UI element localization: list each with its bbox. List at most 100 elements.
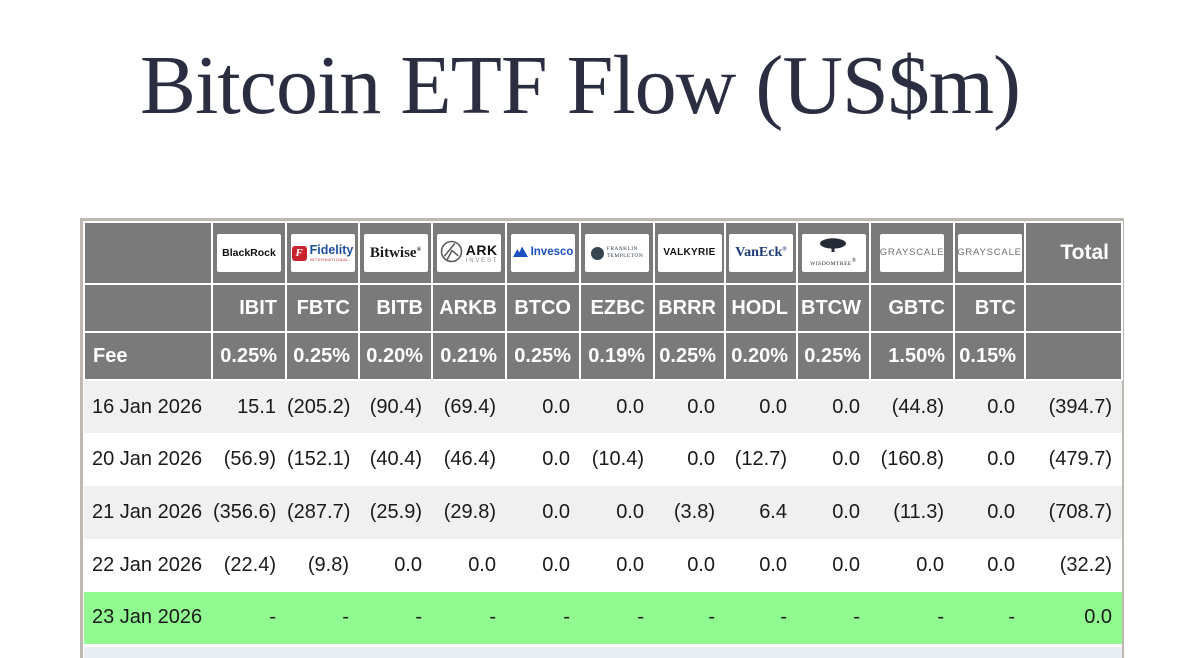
registered-mark: ® [782, 246, 787, 253]
logo-cell-brrr: VALKYRIE [653, 221, 726, 285]
fee-row-total-blank [1024, 331, 1123, 381]
logo-cell-bitb: Bitwise® [358, 221, 433, 285]
total-cell: (479.7) [1048, 448, 1112, 470]
total-cell: 0.0 [1084, 606, 1112, 629]
wisdomtree-logo-box: WISDOMTREE® [801, 234, 866, 272]
fee-cell-gbtc: 1.50% [869, 331, 955, 381]
ticker-row: IBIT FBTC BITB ARKB BTCO EZBC BRRR HODL BTCW GBTC… [83, 283, 1123, 333]
flow-cell-arkb: (69.4) [443, 395, 496, 418]
logo-cell-hodl: VanEck® [724, 221, 798, 285]
flow-cell-brrr: 0.0 [687, 554, 715, 576]
flow-cell-fbtc: (152.1) [287, 448, 351, 470]
ticker-cell-ibit: IBIT [211, 283, 287, 333]
wisdomtree-logo: WISDOMTREE® [810, 238, 857, 267]
flow-cell-hodl: 0.0 [759, 395, 787, 418]
flow-cell-bitb: (90.4) [369, 395, 422, 418]
page-title: Bitcoin ETF Flow (US$m) [139, 39, 1021, 132]
flow-cell-ezbc: 0.0 [616, 554, 644, 576]
logo-cell-arkb: ARK INVEST [431, 221, 507, 285]
partial-next-row-cell [84, 643, 1122, 658]
wisdomtree-wordmark: WISDOMTREE® [810, 258, 857, 268]
flow-cell-fbtc: - [342, 606, 349, 629]
ark-logo: ARK INVEST [440, 240, 498, 267]
blackrock-wordmark: BlackRock [222, 246, 276, 259]
flow-cell-arkb: (29.8) [443, 501, 496, 523]
flow-cell-gbtc: - [937, 606, 944, 629]
ticker-row-total-blank [1024, 283, 1123, 333]
provider-logo-row: BlackRock F Fidelity INTERNATIONAL Bitwise® A… [83, 221, 1123, 285]
flow-cell-bitb: (25.9) [369, 501, 422, 523]
grayscale-logo-box: GRAYSCALE [957, 234, 1022, 272]
flow-cell-ibit: - [269, 606, 276, 629]
vaneck-wordmark: VanEck® [735, 245, 787, 260]
date-cell: 23 Jan 2026 [92, 606, 203, 629]
flow-cell-gbtc: (160.8) [880, 448, 944, 470]
invesco-wordmark: Invesco [530, 246, 574, 259]
flow-cell-brrr: 0.0 [687, 395, 715, 418]
flow-row-20-jan-2026: 20 Jan 2026 (56.9) (152.1) (40.4) (46.4) 0.0 (… [84, 433, 1122, 486]
vaneck-logo-box: VanEck® [729, 234, 793, 272]
fidelity-wordmark: Fidelity [309, 243, 354, 258]
ticker-cell-btcw: BTCW [796, 283, 871, 333]
fee-cell-hodl: 0.20% [724, 331, 798, 381]
flow-cell-btc: 0.0 [987, 554, 1015, 576]
fee-cell-ezbc: 0.19% [579, 331, 655, 381]
flow-cell-btco: 0.0 [542, 501, 570, 523]
flow-cell-brrr: (3.8) [673, 501, 715, 523]
franklin-line: FRANKLIN [606, 245, 638, 252]
flow-cell-gbtc: 0.0 [916, 554, 944, 576]
flow-cell-gbtc: (11.3) [893, 501, 944, 523]
flow-cell-fbtc: (287.7) [287, 501, 351, 523]
wisdomtree-tree-icon [816, 238, 850, 257]
fid-col: Fidelity INTERNATIONAL [310, 244, 354, 262]
etf-table-body: BlackRock F Fidelity INTERNATIONAL Bitwise® A… [83, 221, 1123, 658]
ticker-cell-btc: BTC [953, 283, 1026, 333]
grayscale-logo-box: GRAYSCALE [880, 234, 944, 272]
fee-cell-btco: 0.25% [505, 331, 581, 381]
flow-cell-fbtc: (205.2) [287, 395, 351, 418]
ark-wordmark: ARK [465, 241, 498, 258]
flow-cell-bitb: 0.0 [394, 554, 422, 576]
fidelity-logo: F Fidelity INTERNATIONAL [291, 244, 354, 262]
fidelity-international-logo-box: F Fidelity INTERNATIONAL [290, 234, 355, 272]
etf-table: BlackRock F Fidelity INTERNATIONAL Bitwise® A… [83, 221, 1123, 658]
fee-label-cell: Fee [83, 331, 213, 381]
bitwise-logo-box: Bitwise® [363, 234, 428, 272]
flow-cell-brrr: 0.0 [687, 448, 715, 470]
registered-mark: ® [416, 246, 422, 253]
flow-cell-hodl: - [780, 606, 787, 629]
flow-cell-arkb: 0.0 [468, 554, 496, 576]
flow-cell-bitb: (40.4) [369, 448, 422, 470]
valkyrie-logo-box: VALKYRIE [657, 234, 722, 272]
ticker-cell-gbtc: GBTC [869, 283, 955, 333]
flow-cell-btc: 0.0 [987, 395, 1015, 418]
flow-cell-btco: 0.0 [542, 448, 570, 470]
flow-cell-btcw: 0.0 [832, 395, 860, 418]
flow-cell-btcw: 0.0 [832, 501, 860, 523]
total-cell: (32.2) [1059, 554, 1112, 576]
logo-cell-ibit: BlackRock [211, 221, 287, 285]
grayscale-wordmark: GRAYSCALE [957, 247, 1022, 259]
templeton-line: TEMPLETON [606, 253, 644, 259]
flow-cell-btco: 0.0 [542, 395, 570, 418]
flow-cell-fbtc: (9.8) [307, 554, 349, 576]
total-cell: (708.7) [1048, 501, 1112, 523]
logo-cell-btc: GRAYSCALE [953, 221, 1026, 285]
ticker-cell-hodl: HODL [724, 283, 798, 333]
table-corner-cell [83, 221, 213, 285]
flow-cell-hodl: 6.4 [759, 501, 787, 523]
flow-cell-brrr: - [708, 606, 715, 629]
date-cell: 16 Jan 2026 [92, 395, 203, 418]
fidelity-subtext: INTERNATIONAL [309, 256, 350, 262]
ark-col: ARK INVEST [466, 243, 498, 264]
flow-cell-btco: 0.0 [542, 554, 570, 576]
ticker-row-blank-cell [83, 283, 213, 333]
flow-cell-ibit: (356.6) [213, 501, 277, 523]
date-cell: 20 Jan 2026 [92, 448, 203, 470]
valkyrie-wordmark: VALKYRIE [663, 247, 716, 258]
fidelity-f-icon: F [291, 245, 307, 261]
flow-cell-ezbc: - [637, 606, 644, 629]
ark-invest-subtext: INVEST [465, 257, 499, 264]
flow-cell-ezbc: 0.0 [616, 501, 644, 523]
